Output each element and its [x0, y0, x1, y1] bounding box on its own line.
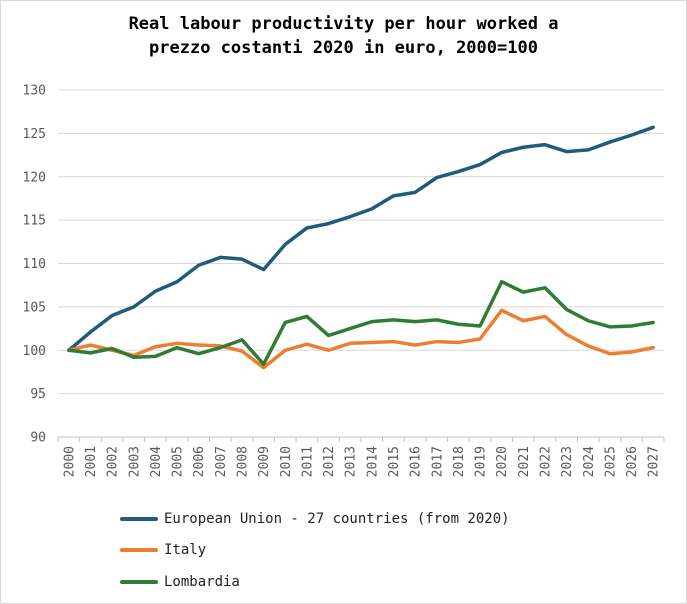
x-axis-ticks: 2000 2001 2002 2003 2004 2005 2006 2007 2008 2009…	[62, 446, 661, 477]
x-tick-label: 2011	[300, 446, 315, 477]
x-tick-label: 2008	[235, 446, 250, 477]
series-line-eu27	[67, 125, 655, 352]
x-tick-label: 2023	[560, 446, 575, 477]
x-tick-label: 2016	[409, 446, 424, 477]
y-tick-label: 115	[23, 214, 46, 229]
x-tick-label: 2022	[538, 446, 553, 477]
y-tick-label: 100	[23, 344, 46, 359]
x-tick-label: 2026	[625, 446, 640, 477]
legend-swatch-italy	[120, 548, 158, 553]
x-tick-label: 2003	[127, 446, 142, 477]
x-tick-label: 2013	[344, 446, 359, 477]
legend-label-italy: Italy	[164, 542, 207, 559]
x-tick-label: 2004	[149, 446, 164, 477]
legend-swatch-lombardia	[120, 579, 158, 584]
gridlines	[58, 89, 664, 395]
x-tick-label: 2027	[647, 446, 662, 477]
legend-swatch-eu27	[120, 516, 158, 521]
x-tick-label: 2017	[430, 446, 445, 477]
x-tick-label: 2002	[106, 446, 121, 477]
y-tick-label: 130	[23, 84, 46, 99]
legend-item-eu27: European Union - 27 countries (from 2020…	[120, 503, 510, 535]
y-tick-label: 125	[23, 127, 46, 142]
y-tick-label: 120	[23, 170, 46, 185]
chart-title: Real labour productivity per hour worked…	[0, 12, 687, 60]
series-lines	[67, 125, 655, 370]
x-tick-label: 2010	[279, 446, 294, 477]
y-tick-label: 110	[23, 257, 46, 272]
x-tick-label: 2020	[495, 446, 510, 477]
x-tick-label: 2015	[387, 446, 402, 477]
x-tick-label: 2014	[365, 446, 380, 477]
x-tick-label: 2018	[452, 446, 467, 477]
x-tick-label: 2021	[517, 446, 532, 477]
x-axis	[57, 436, 665, 442]
chart-title-line-2: prezzo costanti 2020 in euro, 2000=100	[149, 38, 538, 58]
y-tick-label: 90	[30, 431, 46, 446]
y-tick-label: 105	[23, 300, 46, 315]
legend-label-lombardia: Lombardia	[164, 573, 240, 590]
x-tick-label: 2007	[214, 446, 229, 477]
x-tick-label: 2000	[62, 446, 77, 477]
legend-item-lombardia: Lombardia	[120, 566, 510, 598]
series-line-lombardia	[67, 279, 655, 366]
legend: European Union - 27 countries (from 2020…	[120, 503, 510, 598]
legend-label-eu27: European Union - 27 countries (from 2020…	[164, 510, 510, 527]
x-tick-label: 2005	[171, 446, 186, 477]
x-tick-label: 2012	[322, 446, 337, 477]
y-tick-label: 95	[30, 387, 46, 402]
x-tick-label: 2025	[603, 446, 618, 477]
legend-item-italy: Italy	[120, 535, 510, 567]
x-tick-label: 2009	[257, 446, 272, 477]
x-tick-label: 2019	[474, 446, 489, 477]
chart-title-line-1: Real labour productivity per hour worked…	[128, 14, 559, 34]
y-axis-ticks: 90 95 100 105 110 115 120 125 130	[23, 84, 46, 446]
series-line-italy	[67, 308, 655, 370]
x-tick-label: 2006	[192, 446, 207, 477]
x-tick-label: 2024	[582, 446, 597, 477]
x-tick-label: 2001	[84, 446, 99, 477]
